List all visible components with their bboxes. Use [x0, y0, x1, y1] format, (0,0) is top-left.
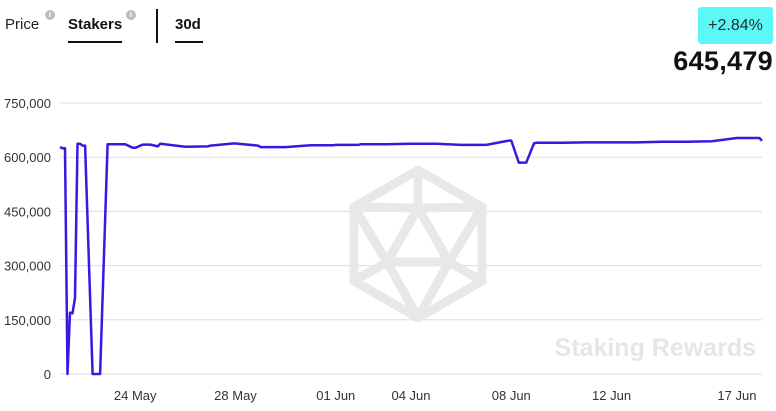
- metric-tabs: Price i Stakers i 30d: [0, 0, 420, 50]
- info-icon[interactable]: i: [126, 10, 136, 20]
- y-tick-label: 0: [44, 367, 51, 382]
- watermark-text: Staking Rewards: [555, 334, 756, 362]
- x-tick-label: 04 Jun: [391, 388, 430, 403]
- y-tick-label: 750,000: [4, 96, 51, 111]
- change-badge: +2.84%: [698, 7, 773, 44]
- y-tick-label: 300,000: [4, 259, 51, 274]
- series-layer: [59, 136, 763, 376]
- current-stakers-value: 645,479: [673, 46, 773, 76]
- tab-price[interactable]: Price: [5, 16, 40, 33]
- x-tick-label: 28 May: [214, 388, 257, 403]
- icosahedron-logo-icon: [349, 165, 487, 323]
- y-tick-label: 150,000: [4, 313, 51, 328]
- y-tick-label: 600,000: [4, 150, 51, 165]
- x-tick-label: 01 Jun: [316, 388, 355, 403]
- x-tick-label: 08 Jun: [492, 388, 531, 403]
- info-icon[interactable]: i: [45, 10, 55, 20]
- x-tick-label: 12 Jun: [592, 388, 631, 403]
- period-underline: [175, 41, 203, 43]
- y-axis: 0 150,000 300,000 450,000 600,000 750,000: [4, 96, 51, 382]
- period-selector[interactable]: 30d: [175, 16, 201, 33]
- tab-stakers[interactable]: Stakers: [68, 16, 123, 33]
- series-line: [59, 136, 763, 376]
- x-axis: 24 May 28 May 01 Jun 04 Jun 08 Jun 12 Jun 17 J…: [114, 388, 757, 403]
- tab-divider: [156, 9, 158, 43]
- watermark: Staking Rewards: [349, 165, 756, 362]
- x-tick-label: 24 May: [114, 388, 157, 403]
- stakers-tab-underline: [68, 41, 122, 43]
- y-tick-label: 450,000: [4, 204, 51, 219]
- x-tick-label: 17 Jun: [717, 388, 756, 403]
